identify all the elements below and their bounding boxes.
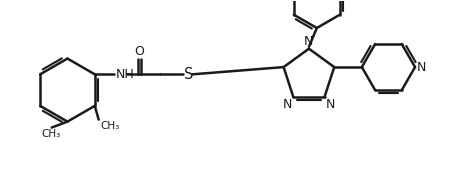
Text: O: O	[134, 45, 144, 58]
Text: N: N	[326, 98, 335, 111]
Text: S: S	[184, 67, 194, 82]
Text: N: N	[283, 98, 292, 111]
Text: N: N	[304, 35, 313, 48]
Text: NH: NH	[116, 68, 134, 81]
Text: CH₃: CH₃	[41, 129, 60, 139]
Text: N: N	[417, 61, 426, 74]
Text: CH₃: CH₃	[101, 121, 120, 131]
